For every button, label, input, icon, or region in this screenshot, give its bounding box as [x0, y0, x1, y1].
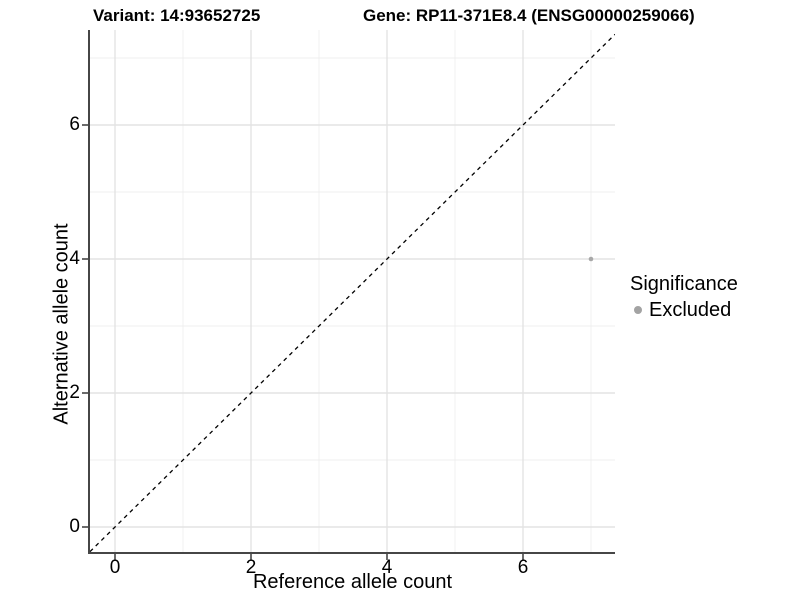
data-point	[588, 256, 594, 262]
x-axis-title: Reference allele count	[252, 571, 452, 593]
plot-title-variant: Variant: 14:93652725	[93, 6, 261, 25]
legend: Significance Excluded	[630, 272, 738, 322]
x-tick-label: 2	[245, 557, 257, 578]
x-tick-label: 4	[381, 557, 393, 578]
legend-item-excluded: Excluded	[630, 298, 738, 322]
y-axis-title: Alternative allele count	[50, 223, 73, 425]
legend-title: Significance	[630, 273, 738, 295]
y-tick-label: 0	[69, 516, 80, 537]
y-tick-label: 6	[69, 114, 80, 135]
legend-key-dot	[634, 306, 642, 314]
plot-panel	[82, 30, 615, 560]
legend-item-label: Excluded	[649, 299, 732, 321]
identity-reference-line	[89, 33, 615, 553]
y-tick-label: 4	[69, 248, 80, 269]
x-tick-label: 6	[517, 557, 529, 578]
plot-title-gene: Gene: RP11-371E8.4 (ENSG00000259066)	[363, 6, 695, 25]
y-tick-label: 2	[69, 382, 80, 403]
x-tick-label: 0	[109, 557, 121, 578]
